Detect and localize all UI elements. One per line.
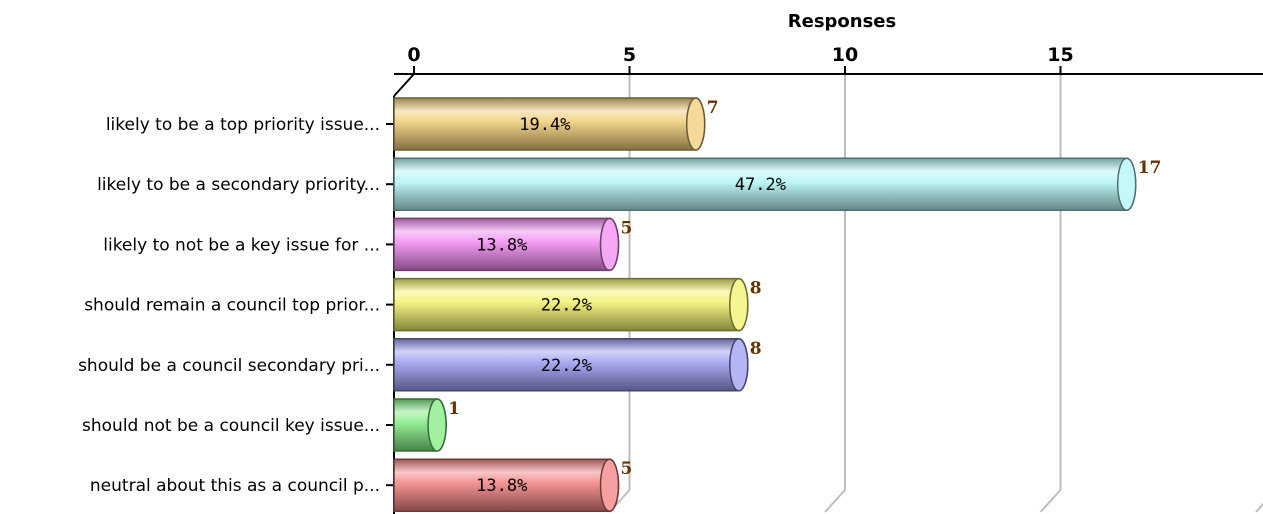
gridline-depth [1255, 502, 1263, 513]
bar-value-label: 8 [750, 339, 762, 359]
bar-percent-label: 13.8% [476, 235, 527, 255]
bar-end-cap [599, 458, 620, 512]
bar-value-label: 8 [750, 279, 762, 299]
bar-end-cap [685, 97, 706, 151]
bar-value-label: 5 [621, 459, 633, 479]
category-label: should not be a council key issue... [82, 416, 380, 436]
x-tick-label: 5 [623, 44, 636, 66]
bar-percent-label: 22.2% [541, 356, 592, 376]
bar-end-cap [729, 277, 749, 332]
bar-end-cap [1116, 157, 1137, 211]
bar-end-cap [599, 217, 620, 272]
category-label: likely to be a top priority issue... [106, 115, 380, 135]
x-tick-label: 10 [832, 44, 858, 66]
category-label: should remain a council top prior... [84, 296, 380, 316]
category-label: likely to not be a key issue for ... [103, 235, 380, 255]
bar-end-cap [729, 338, 749, 392]
bar-value-label: 5 [621, 218, 633, 238]
bar-percent-label: 22.2% [541, 296, 592, 316]
bar-percent-label: 47.2% [735, 175, 786, 195]
bar-percent-label: 19.4% [519, 115, 570, 135]
bar-value-label: 1 [448, 399, 460, 419]
category-label: likely to be a secondary priority... [97, 175, 380, 195]
category-label: neutral about this as a council p... [90, 476, 380, 496]
bar-percent-label: 13.8% [476, 476, 527, 496]
bar-value-label: 7 [707, 98, 719, 118]
gridline-depth [824, 489, 846, 513]
axis-depth-edge [393, 73, 415, 97]
bar-end-cap [427, 398, 447, 452]
x-tick-label: 15 [1047, 44, 1073, 66]
x-tick-label: 0 [407, 44, 420, 66]
axis-title: Responses [788, 11, 896, 32]
bar-value-label: 17 [1138, 158, 1162, 178]
gridline-depth [1039, 489, 1062, 513]
category-label: should be a council secondary pri... [78, 356, 380, 376]
